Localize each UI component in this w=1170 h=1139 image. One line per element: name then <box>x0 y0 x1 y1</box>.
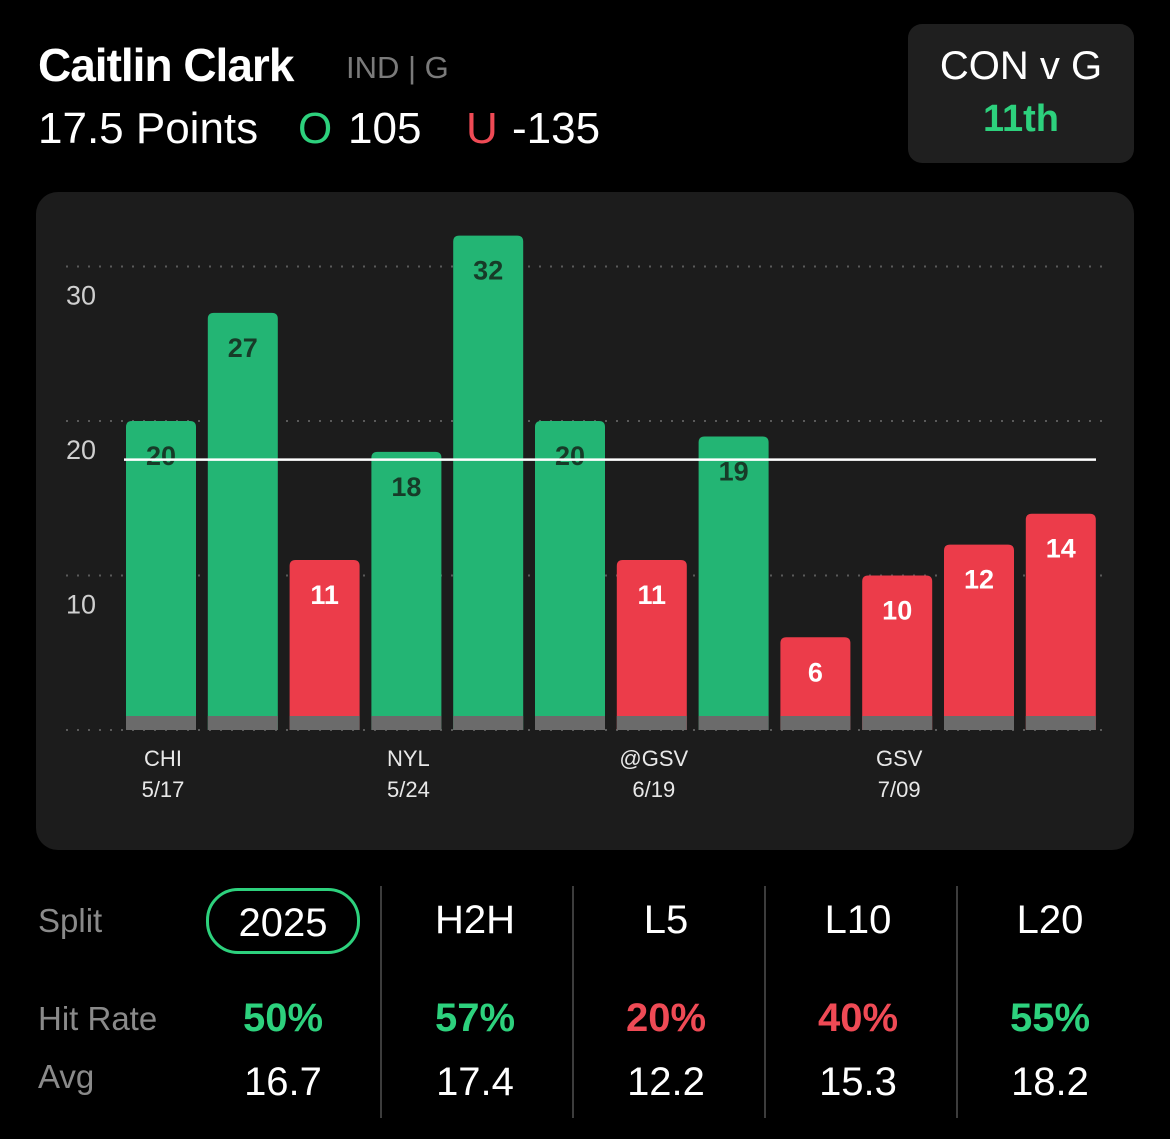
over-label: O <box>298 104 333 153</box>
bar-base <box>371 716 442 730</box>
matchup-rank: 11th <box>982 98 1060 140</box>
split-tab-l10[interactable]: L10 <box>768 898 948 943</box>
bar-base <box>453 716 524 730</box>
split-tab-h2h[interactable]: H2H <box>385 898 565 943</box>
bar <box>862 575 933 730</box>
avg-label: Avg <box>38 1058 95 1095</box>
bar <box>616 560 687 730</box>
bar-value-label: 11 <box>638 580 667 610</box>
bar <box>698 436 769 730</box>
bar-base <box>126 716 196 730</box>
bar-base <box>207 716 278 730</box>
under-label: U <box>466 104 498 153</box>
bar-base <box>535 716 605 730</box>
team-position: IND | G <box>346 50 449 85</box>
matchup-title: CON v G <box>939 44 1103 88</box>
bar-value-label: 20 <box>146 441 176 471</box>
bar <box>289 560 360 730</box>
y-tick-label: 10 <box>66 590 96 620</box>
avg-value: 17.4 <box>436 1060 514 1104</box>
column-divider <box>956 886 958 1118</box>
bar-base <box>698 716 769 730</box>
split-tab-l5[interactable]: L5 <box>576 898 756 943</box>
split-tab-label: H2H <box>434 898 516 942</box>
bar-value-label: 11 <box>310 580 339 610</box>
over-odds: 105 <box>348 104 422 153</box>
hit-rate-value: 55% <box>1009 996 1091 1040</box>
bar-base <box>289 716 360 730</box>
split-tab-label: L20 <box>1016 898 1084 942</box>
bar-value-label: 27 <box>228 333 258 363</box>
split-tab-l20[interactable]: L20 <box>960 898 1140 943</box>
bar-value-label: 6 <box>808 657 823 687</box>
bar <box>1025 513 1096 730</box>
x-tick-date: 5/17 <box>142 777 185 802</box>
column-divider <box>572 886 574 1118</box>
avg-value: 18.2 <box>1011 1060 1089 1104</box>
bar-chart-svg: 10 20 30 20 27 11 18 32 20 11 19 6 10 12 14 CHI 5/17 NYL 5… <box>66 235 1102 802</box>
bar-base <box>780 716 851 730</box>
hit-rate-label: Hit Rate <box>38 1000 158 1037</box>
x-tick-team: CHI <box>144 746 182 771</box>
bar <box>780 637 851 730</box>
avg-value: 16.7 <box>244 1060 322 1104</box>
x-tick-team: GSV <box>876 746 923 771</box>
hit-rate-value: 57% <box>434 996 516 1040</box>
x-tick-team: @GSV <box>619 746 688 771</box>
column-divider <box>764 886 766 1118</box>
bar-value-label: 32 <box>473 256 503 286</box>
avg-value: 15.3 <box>819 1060 897 1104</box>
hit-rate-value: 40% <box>817 996 899 1040</box>
y-tick-label: 30 <box>66 281 96 311</box>
prop-line: 17.5 Points <box>38 104 259 153</box>
x-tick-team: NYL <box>387 746 430 771</box>
bar-value-label: 10 <box>882 596 912 626</box>
player-name: Caitlin Clark <box>38 39 294 91</box>
split-tab-label: L10 <box>824 898 892 942</box>
bar <box>371 451 442 730</box>
bar <box>207 312 278 730</box>
hit-rate-value: 50% <box>242 996 324 1040</box>
bar <box>126 421 196 730</box>
bar-base <box>944 716 1014 730</box>
bar-base <box>1025 716 1096 730</box>
bar <box>535 421 605 730</box>
bar-base <box>616 716 687 730</box>
x-tick-date: 5/24 <box>387 777 430 802</box>
split-tab-2025[interactable]: 2025 <box>206 888 360 954</box>
split-tab-label: L5 <box>643 898 689 942</box>
bar <box>453 235 524 730</box>
x-tick-date: 6/19 <box>632 777 675 802</box>
split-tab-label: 2025 <box>238 901 328 945</box>
bar-value-label: 20 <box>555 441 585 471</box>
avg-value: 12.2 <box>627 1060 705 1104</box>
bar-value-label: 12 <box>964 565 994 595</box>
matchup-card[interactable]: CON v G 11th <box>908 24 1134 163</box>
bar-value-label: 19 <box>719 456 749 486</box>
column-divider <box>380 886 382 1118</box>
bar-value-label: 14 <box>1046 534 1076 564</box>
game-log-chart: 10 20 30 20 27 11 18 32 20 11 19 6 10 12 14 CHI 5/17 NYL 5… <box>36 192 1134 850</box>
under-odds: -135 <box>512 104 601 153</box>
bar <box>944 544 1014 730</box>
y-tick-label: 20 <box>66 435 96 465</box>
x-tick-date: 7/09 <box>878 777 921 802</box>
split-label: Split <box>38 902 103 939</box>
bar-value-label: 18 <box>391 472 421 502</box>
bar-base <box>862 716 933 730</box>
hit-rate-value: 20% <box>625 996 707 1040</box>
